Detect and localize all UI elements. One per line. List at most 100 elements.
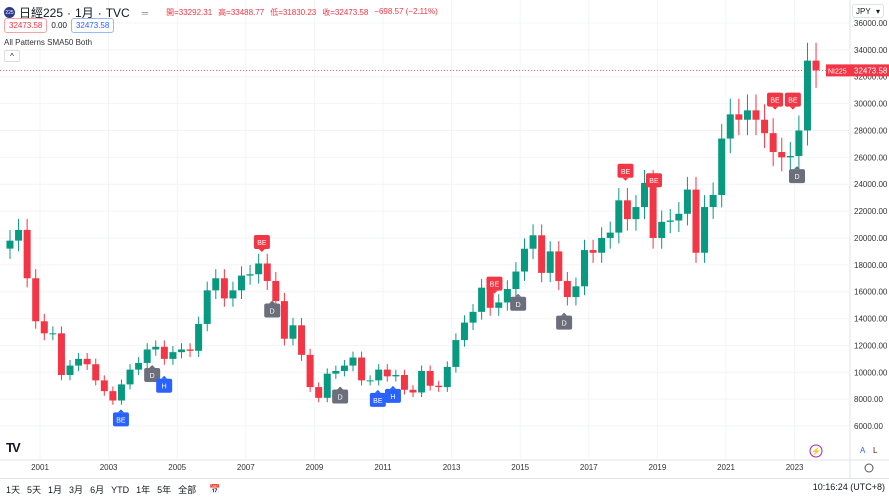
currency-select[interactable]: JPY ▾ — [852, 4, 884, 18]
candle — [298, 325, 306, 355]
y-tick-label: 14000.00 — [854, 315, 888, 324]
symbol-tag-label: NI225 — [828, 68, 847, 75]
sell-button[interactable]: 32473.58 — [4, 18, 48, 33]
candle — [469, 311, 477, 323]
candle — [392, 374, 400, 377]
settings-icon[interactable] — [864, 463, 874, 473]
currency-value: JPY — [856, 7, 871, 16]
candle — [572, 286, 580, 298]
range-3m[interactable]: 3月 — [69, 485, 84, 495]
candle — [383, 369, 391, 377]
pattern-marker-doji[interactable]: D — [556, 312, 573, 330]
candle — [503, 289, 511, 303]
pattern-marker-bearish[interactable]: BE — [645, 173, 662, 191]
marker-box — [486, 276, 503, 291]
pattern-marker-doji[interactable]: D — [332, 386, 349, 404]
marker-pointer — [117, 409, 124, 413]
marker-pointer — [269, 300, 276, 304]
pattern-marker-doji[interactable]: D — [144, 364, 161, 382]
marker-label: BE — [490, 282, 500, 289]
symbol-tag — [826, 64, 852, 77]
marker-box — [784, 92, 801, 107]
buy-button[interactable]: 32473.58 — [70, 18, 115, 33]
candle — [641, 182, 649, 208]
marker-label: D — [338, 394, 343, 401]
open-value: 33292.31 — [178, 8, 213, 17]
collapse-icon[interactable]: ═ — [141, 7, 149, 18]
candle — [220, 278, 228, 299]
marker-pointer — [161, 375, 168, 379]
candle — [443, 366, 451, 388]
candle — [126, 369, 134, 385]
candle — [409, 389, 417, 393]
candle — [666, 220, 674, 222]
candle — [332, 370, 340, 374]
candle — [203, 290, 211, 324]
pattern-marker-bearish[interactable]: BE — [617, 163, 634, 181]
symbol-name[interactable]: 日經225 — [19, 6, 64, 20]
interval[interactable]: 1月 — [75, 6, 94, 20]
pattern-marker-bullish[interactable]: H — [384, 385, 401, 403]
y-tick-label: 20000.00 — [854, 234, 888, 243]
y-tick-label: 12000.00 — [854, 341, 888, 350]
pattern-marker-doji[interactable]: D — [264, 300, 281, 318]
candle — [255, 263, 263, 275]
candle — [152, 346, 160, 350]
pattern-marker-bearish[interactable]: BE — [253, 234, 270, 252]
marker-pointer — [374, 389, 381, 393]
range-5d[interactable]: 5天 — [27, 485, 42, 495]
candle — [306, 354, 314, 388]
marker-label: D — [516, 302, 521, 309]
marker-box — [264, 303, 281, 318]
range-6m[interactable]: 6月 — [90, 485, 105, 495]
range-5y[interactable]: 5年 — [157, 485, 172, 495]
marker-label: BE — [373, 398, 383, 405]
candle — [761, 119, 769, 134]
range-all[interactable]: 全部 — [178, 485, 197, 495]
y-tick-label: 26000.00 — [854, 153, 888, 162]
log-scale-button[interactable]: L — [873, 446, 878, 455]
candle — [49, 333, 57, 335]
pattern-marker-bearish[interactable]: BE — [767, 92, 784, 110]
candle — [692, 189, 700, 253]
candle — [135, 362, 143, 370]
candle — [117, 384, 125, 401]
auto-scale-button[interactable]: A — [860, 446, 866, 455]
low-label: 低 — [270, 8, 279, 17]
change-value: −698.57 (−2.11%) — [374, 7, 438, 16]
pattern-marker-bullish[interactable]: BE — [369, 389, 386, 407]
low-value: 31830.23 — [282, 8, 317, 17]
pattern-marker-doji[interactable]: D — [789, 166, 806, 184]
candle — [778, 151, 786, 158]
candle — [426, 370, 434, 386]
range-1m[interactable]: 1月 — [48, 485, 63, 495]
marker-label: D — [150, 373, 155, 380]
marker-pointer — [650, 187, 657, 191]
lightning-icon[interactable]: ⚡ — [809, 444, 823, 458]
pattern-marker-bearish[interactable]: BE — [784, 92, 801, 110]
calendar-icon[interactable]: 📅 — [209, 484, 221, 494]
candle — [701, 207, 709, 253]
clock[interactable]: 10:16:24 (UTC+8) — [812, 482, 885, 492]
pattern-marker-bearish[interactable]: BE — [486, 276, 503, 294]
candle — [143, 349, 151, 363]
x-tick-label: 2019 — [649, 463, 667, 472]
range-1y[interactable]: 1年 — [136, 485, 151, 495]
x-tick-label: 2009 — [306, 463, 324, 472]
marker-pointer — [149, 364, 156, 368]
marker-box — [645, 173, 662, 188]
candle — [263, 263, 271, 281]
tradingview-logo[interactable]: TV — [6, 440, 21, 455]
marker-pointer — [258, 248, 265, 252]
candle — [92, 364, 100, 381]
candle — [623, 200, 631, 220]
candle — [6, 240, 14, 249]
pattern-marker-doji[interactable]: D — [510, 293, 527, 311]
pattern-marker-bullish[interactable]: H — [156, 375, 173, 393]
price-chart[interactable]: 6000.00 8000.00 10000.00 12000.00 14000.00 16… — [0, 0, 889, 478]
indicator-label[interactable]: All Patterns SMA50 Both — [4, 38, 93, 47]
chevron-up-icon[interactable]: ^ — [4, 50, 20, 62]
pattern-marker-bullish[interactable]: BE — [112, 409, 129, 427]
range-1d[interactable]: 1天 — [6, 485, 21, 495]
range-ytd[interactable]: YTD — [111, 484, 130, 495]
